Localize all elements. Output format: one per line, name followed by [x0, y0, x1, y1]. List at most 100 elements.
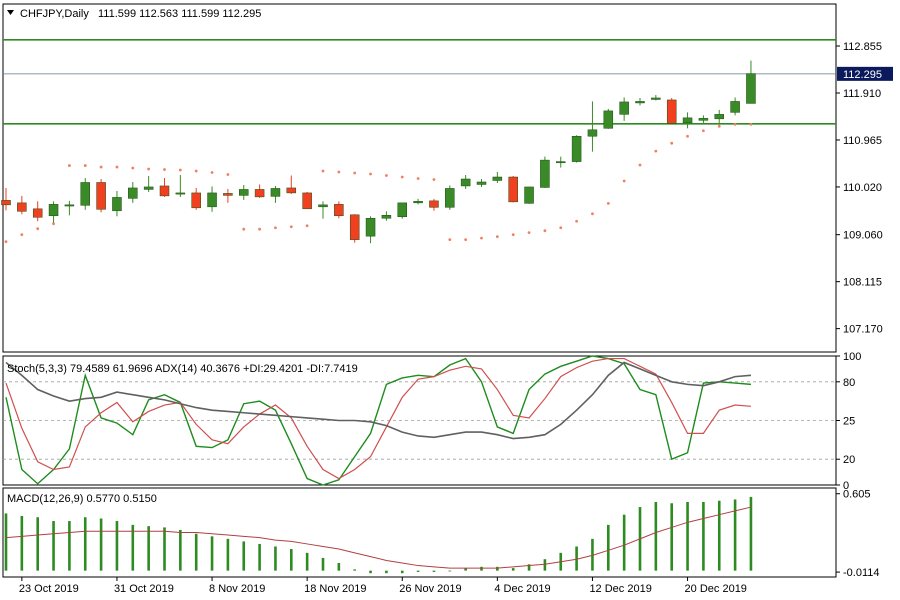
sar-dot: [68, 164, 71, 167]
candle-body: [286, 187, 297, 194]
stoch-tick-label: 20: [843, 454, 855, 466]
time-tick-label: 26 Nov 2019: [399, 583, 461, 595]
macd-bar: [337, 563, 341, 571]
sar-dot: [385, 174, 388, 177]
sar-dot: [4, 240, 8, 244]
macd-bar: [670, 503, 673, 571]
sar-dot: [448, 238, 452, 242]
parabolic-sar: [4, 122, 753, 244]
macd-bar: [385, 570, 388, 574]
candle-body: [666, 99, 677, 124]
sar-dot: [511, 233, 515, 237]
price-tick-label: 110.020: [843, 182, 882, 194]
stoch-tick-label: 80: [843, 377, 855, 389]
macd-bar: [321, 557, 325, 571]
macd-bar: [448, 570, 452, 572]
time-axis: 23 Oct 2019 31 Oct 2019 8 Nov 2019 18 Nov 2…: [19, 577, 747, 595]
candle-body: [730, 101, 740, 113]
macd-bar: [575, 546, 578, 571]
price-axis: 112.855 111.910 110.965 110.020 109.060 108.1…: [836, 41, 893, 336]
macd-bar: [52, 521, 55, 571]
macd-bar: [702, 501, 705, 571]
price-levels: [3, 38, 836, 125]
candle-body: [254, 189, 265, 198]
candles: [1, 60, 756, 244]
candle-body: [270, 188, 281, 197]
macd-bar: [733, 499, 737, 571]
macd-bar: [400, 570, 404, 574]
sar-dot: [194, 169, 198, 173]
macd-bar: [353, 569, 356, 571]
sar-dot: [337, 170, 341, 174]
candle-body: [619, 101, 629, 115]
sar-dot: [99, 165, 103, 169]
candle-body: [381, 215, 392, 219]
candle-body: [429, 200, 439, 208]
candle-body: [159, 185, 170, 197]
sar-dot: [305, 224, 309, 228]
sar-dot: [258, 227, 261, 231]
macd-bar: [163, 527, 166, 571]
macd-bar: [4, 513, 8, 571]
candle-body: [239, 189, 249, 196]
macd-bar: [115, 521, 119, 571]
sar-dot: [83, 164, 87, 167]
candle-body: [603, 110, 614, 129]
time-tick-label: 18 Nov 2019: [304, 583, 366, 595]
macd-tick-label: -0.0114: [843, 567, 880, 579]
price-panel[interactable]: [2, 3, 837, 353]
candle-body: [571, 135, 582, 162]
macd-bar: [290, 549, 293, 571]
candle-body: [64, 204, 75, 207]
sar-dot: [226, 173, 230, 176]
price-tick-label: 109.060: [843, 230, 883, 242]
stoch-series-line: [5, 355, 752, 486]
price-tick-label: 110.965: [843, 135, 882, 147]
macd-bar: [511, 568, 515, 571]
candle-body: [651, 97, 661, 100]
time-tick-label: 20 Dec 2019: [685, 583, 747, 595]
macd-bar: [369, 570, 372, 574]
macd-bar: [210, 536, 214, 571]
time-tick-label: 8 Nov 2019: [209, 583, 265, 595]
sar-dot: [670, 141, 674, 145]
macd-bar: [464, 568, 467, 571]
current-price-label: 112.295: [843, 69, 882, 81]
sar-dot: [591, 212, 594, 216]
sar-dot: [400, 175, 404, 179]
macd-bar: [591, 538, 594, 571]
macd-bar: [258, 543, 261, 571]
sar-dot: [464, 238, 468, 242]
sar-dot: [353, 171, 357, 175]
macd-bar: [527, 564, 531, 571]
candle-body: [476, 181, 487, 185]
candle-body: [80, 182, 90, 206]
sar-dot: [20, 233, 24, 237]
sar-dot: [686, 134, 689, 138]
macd-bar: [194, 533, 198, 571]
candle-body: [746, 73, 756, 104]
candle-body: [365, 218, 376, 237]
macd-signal-line: [5, 506, 752, 569]
time-tick-label: 4 Dec 2019: [494, 583, 550, 595]
dropdown-triangle-icon[interactable]: [7, 10, 14, 15]
stoch-series-line: [5, 361, 752, 440]
macd-bar: [622, 514, 626, 571]
sar-dot: [242, 227, 246, 231]
candle-body: [460, 178, 471, 187]
sar-dot: [622, 179, 626, 183]
candle-body: [635, 101, 645, 104]
macd-bar: [305, 552, 309, 571]
price-tick-label: 107.170: [843, 324, 883, 336]
sar-dot: [52, 222, 55, 226]
time-tick-label: 12 Dec 2019: [589, 583, 651, 595]
macd-panel[interactable]: [2, 487, 837, 578]
candle-body: [349, 214, 360, 240]
candle-body: [302, 192, 312, 210]
sar-dot: [749, 122, 753, 126]
sar-dot: [654, 149, 658, 153]
stoch-tick-label: 0: [843, 480, 849, 492]
candle-body: [714, 114, 724, 120]
candle-body: [445, 188, 455, 208]
